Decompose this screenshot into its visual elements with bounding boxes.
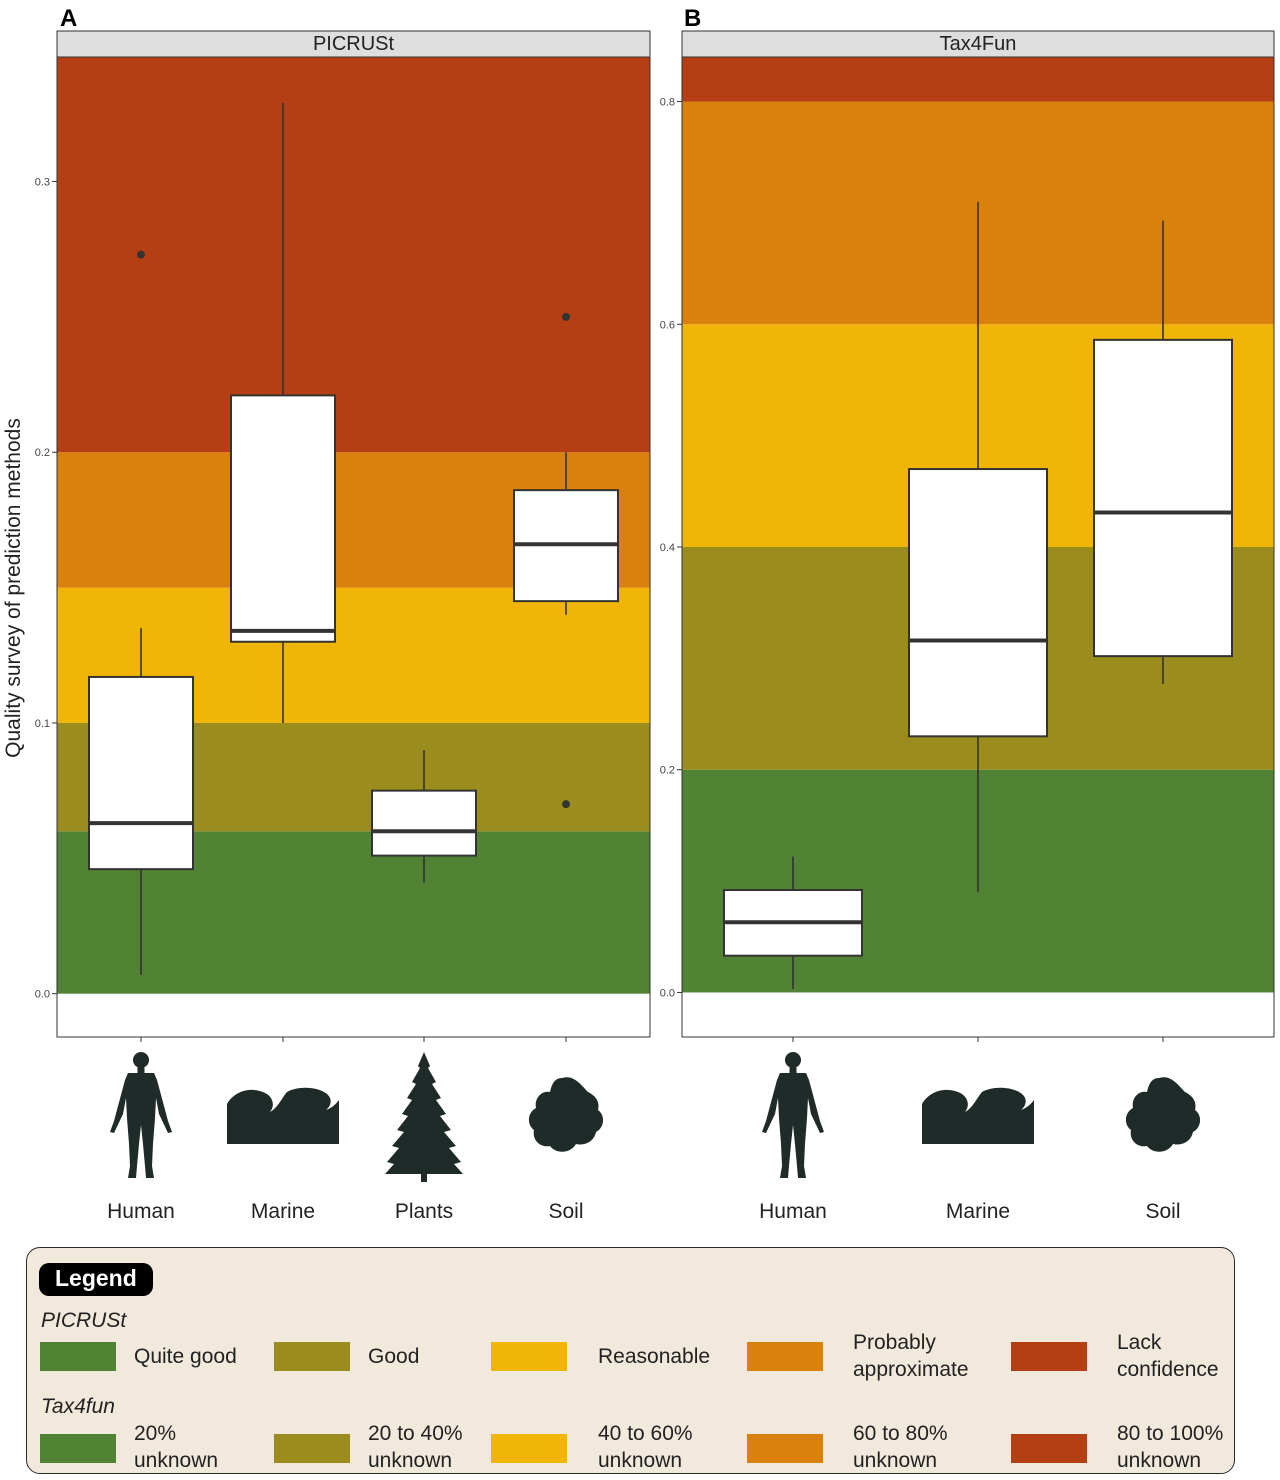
soil-clump-icon-picrust <box>528 1077 604 1152</box>
x-category-label-tax4fun-soil: Soil <box>1145 1200 1180 1223</box>
legend-swatch-lack-confidence <box>1011 1342 1087 1371</box>
legend-swatch-40-60-unknown <box>491 1434 567 1463</box>
outlier-point-0 <box>562 312 570 321</box>
box-picrust-plants <box>371 750 477 883</box>
legend-swatch-20-40-unknown <box>274 1434 350 1463</box>
x-category-label-picrust-plants: Plants <box>395 1200 453 1223</box>
human-silhouette-icon-tax4fun <box>762 1052 824 1178</box>
wave-icon-picrust <box>227 1087 339 1144</box>
legend-label-20-40-unknown: 20 to 40% unknown <box>368 1422 463 1472</box>
plot-frame-tax4fun <box>681 56 1275 1038</box>
x-category-label-tax4fun-marine: Marine <box>946 1200 1010 1223</box>
legend-swatch-reasonable <box>491 1342 567 1371</box>
legend-group-label-picrust: PICRUSt <box>41 1309 127 1332</box>
legend-swatch-60-80-unknown <box>747 1434 823 1463</box>
y-tick-label-tax4fun-1: 0.2 <box>660 765 675 777</box>
box-tax4fun-human <box>723 856 863 990</box>
panel-picrust: A PICRUSt 0.0 0.1 0.2 0.3 Human Marine Plants Soi… <box>35 5 651 1223</box>
legend-panel: Legend PICRUSt Quite good Good Reasonabl… <box>26 1247 1235 1474</box>
legend-title: Legend <box>39 1263 153 1296</box>
box-picrust-marine <box>230 103 336 723</box>
legend-label-probably-approximate: Probably approximate <box>853 1331 969 1381</box>
band-picrust-4 <box>57 57 650 453</box>
box-body <box>1093 338 1233 658</box>
panel-tax4fun: B Tax4Fun 0.0 0.2 0.4 0.6 0.8 Human Marine Soil <box>660 5 1275 1223</box>
y-tick-label-picrust-3: 0.3 <box>35 177 50 189</box>
box-picrust-soil <box>513 312 619 809</box>
x-category-label-tax4fun-human: Human <box>759 1200 827 1223</box>
legend-label-good: Good <box>368 1345 420 1368</box>
x-category-label-picrust-human: Human <box>107 1200 175 1223</box>
box-tax4fun-marine <box>908 201 1048 893</box>
outlier-point-0 <box>137 250 145 259</box>
x-category-label-picrust-soil: Soil <box>548 1200 583 1223</box>
human-silhouette-icon-picrust <box>110 1052 172 1178</box>
box-body <box>88 675 194 871</box>
panel-letter-b: B <box>684 5 701 32</box>
legend-label-60-80-unknown: 60 to 80% unknown <box>853 1422 948 1472</box>
legend-label-lack-confidence: Lack confidence <box>1117 1331 1219 1381</box>
y-tick-label-tax4fun-2: 0.4 <box>660 542 675 554</box>
legend-label-80-100-unknown: 80 to 100% unknown <box>1117 1422 1224 1472</box>
legend-swatch-probably-approximate <box>747 1342 823 1371</box>
legend-swatch-good <box>274 1342 350 1371</box>
soil-clump-icon-tax4fun <box>1125 1077 1201 1152</box>
legend-swatch-quite-good <box>40 1342 116 1371</box>
y-tick-label-tax4fun-4: 0.8 <box>660 97 675 109</box>
legend-group-label-tax4fun: Tax4fun <box>41 1395 115 1418</box>
box-picrust-human <box>88 250 194 975</box>
y-tick-label-picrust-0: 0.0 <box>35 989 50 1001</box>
box-tax4fun-soil <box>1093 220 1233 684</box>
legend-swatch-20-unknown <box>40 1434 116 1463</box>
x-category-label-picrust-marine: Marine <box>251 1200 315 1223</box>
panel-letter-a: A <box>60 5 77 32</box>
legend-label-reasonable: Reasonable <box>598 1345 711 1368</box>
y-tick-label-tax4fun-3: 0.6 <box>660 319 675 331</box>
y-tick-label-tax4fun-0: 0.0 <box>660 987 675 999</box>
legend-label-20-unknown: 20% unknown <box>134 1422 219 1472</box>
box-body <box>230 394 336 643</box>
legend-label-quite-good: Quite good <box>134 1345 237 1368</box>
wave-icon-tax4fun <box>922 1087 1034 1144</box>
figure-canvas: Quality survey of prediction methods A PIC… <box>2 5 1275 1223</box>
conifer-tree-icon-picrust <box>385 1052 463 1182</box>
y-tick-label-picrust-2: 0.2 <box>35 447 50 459</box>
outlier-point-1 <box>562 800 570 809</box>
strip-picrust <box>56 30 651 58</box>
legend-label-40-60-unknown: 40 to 60% unknown <box>598 1422 693 1472</box>
strip-label-picrust: PICRUSt <box>313 33 395 55</box>
legend-swatch-80-100-unknown <box>1011 1434 1087 1463</box>
strip-label-tax4fun: Tax4Fun <box>940 33 1017 55</box>
y-axis-title: Quality survey of prediction methods <box>2 418 25 758</box>
box-body <box>908 468 1048 738</box>
plot-frame-picrust <box>56 56 651 1038</box>
box-body <box>371 789 477 857</box>
y-tick-label-picrust-1: 0.1 <box>35 718 50 730</box>
strip-tax4fun <box>681 30 1275 58</box>
band-tax4fun-4 <box>682 57 1274 102</box>
